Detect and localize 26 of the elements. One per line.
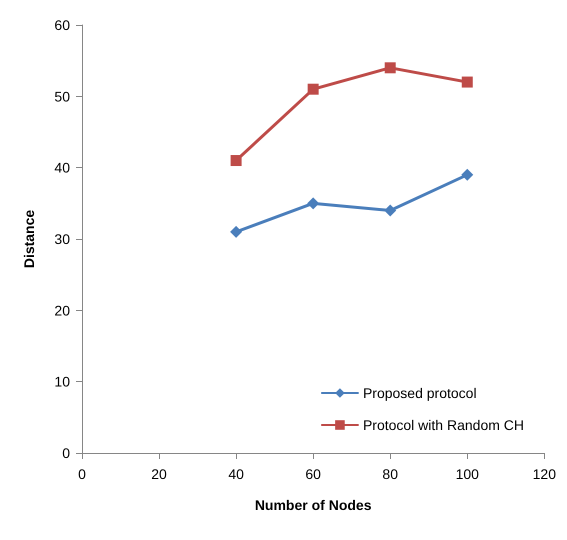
y-axis-title: Distance — [21, 210, 37, 268]
x-tick-label: 60 — [305, 466, 322, 482]
point — [461, 168, 474, 181]
x-tick-label: 100 — [456, 466, 480, 482]
x-tick-label: 40 — [228, 466, 244, 482]
point — [308, 84, 319, 95]
y-tick-label: 20 — [54, 302, 70, 318]
y-tick-label: 0 — [62, 445, 70, 461]
y-tick-label: 10 — [54, 374, 70, 390]
legend-label: Protocol with Random CH — [362, 417, 524, 433]
point — [230, 226, 242, 238]
y-tick-label: 40 — [54, 160, 70, 176]
point — [462, 76, 473, 88]
x-axis-title: Number of Nodes — [254, 497, 372, 513]
point — [307, 197, 320, 210]
x-tick-label: 120 — [532, 466, 556, 482]
point — [384, 204, 396, 216]
point — [384, 62, 396, 74]
x-tick-label: 20 — [151, 466, 168, 482]
y-tick-label: 50 — [54, 88, 70, 104]
legend-label: Proposed protocol — [362, 385, 477, 401]
x-tick-label: 0 — [78, 466, 86, 482]
point — [230, 155, 242, 166]
y-tick-label: 30 — [54, 231, 70, 247]
y-tick-label: 60 — [54, 17, 70, 33]
x-tick-label: 80 — [382, 466, 398, 482]
